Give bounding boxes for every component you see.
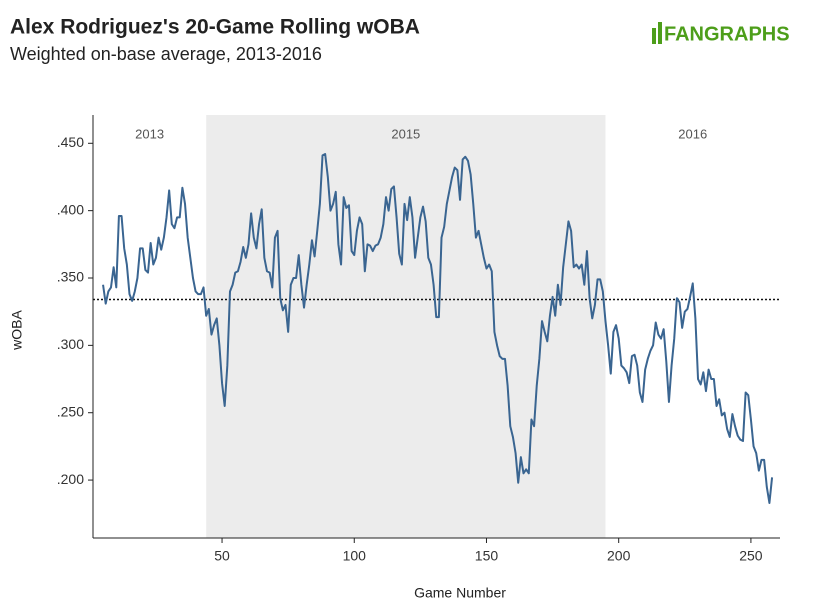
y-tick-label: .200 — [57, 471, 84, 487]
year-region — [206, 115, 606, 538]
y-tick-label: .250 — [57, 403, 84, 419]
x-axis-label: Game Number — [414, 585, 506, 601]
data-line — [102, 153, 774, 504]
x-tick-label: 250 — [739, 548, 763, 564]
y-tick-label: .450 — [57, 134, 84, 150]
year-label: 2016 — [678, 126, 707, 141]
x-tick-label: 200 — [607, 548, 631, 564]
logo-bar — [652, 28, 656, 44]
logo-text: FANGRAPHS — [664, 23, 790, 45]
year-label: 2015 — [391, 126, 420, 141]
y-tick-label: .350 — [57, 269, 84, 285]
x-tick-label: 50 — [214, 548, 230, 564]
logo-bar — [658, 22, 662, 44]
y-axis-label: wOBA — [9, 310, 25, 351]
year-label: 2013 — [135, 126, 164, 141]
x-tick-label: 100 — [343, 548, 367, 564]
y-tick-label: .400 — [57, 201, 84, 217]
logo: FANGRAPHS — [652, 22, 790, 45]
chart-subtitle: Weighted on-base average, 2013-2016 — [10, 44, 322, 64]
y-tick-label: .300 — [57, 336, 84, 352]
x-tick-label: 150 — [475, 548, 499, 564]
chart-title: Alex Rodriguez's 20-Game Rolling wOBA — [10, 16, 420, 39]
